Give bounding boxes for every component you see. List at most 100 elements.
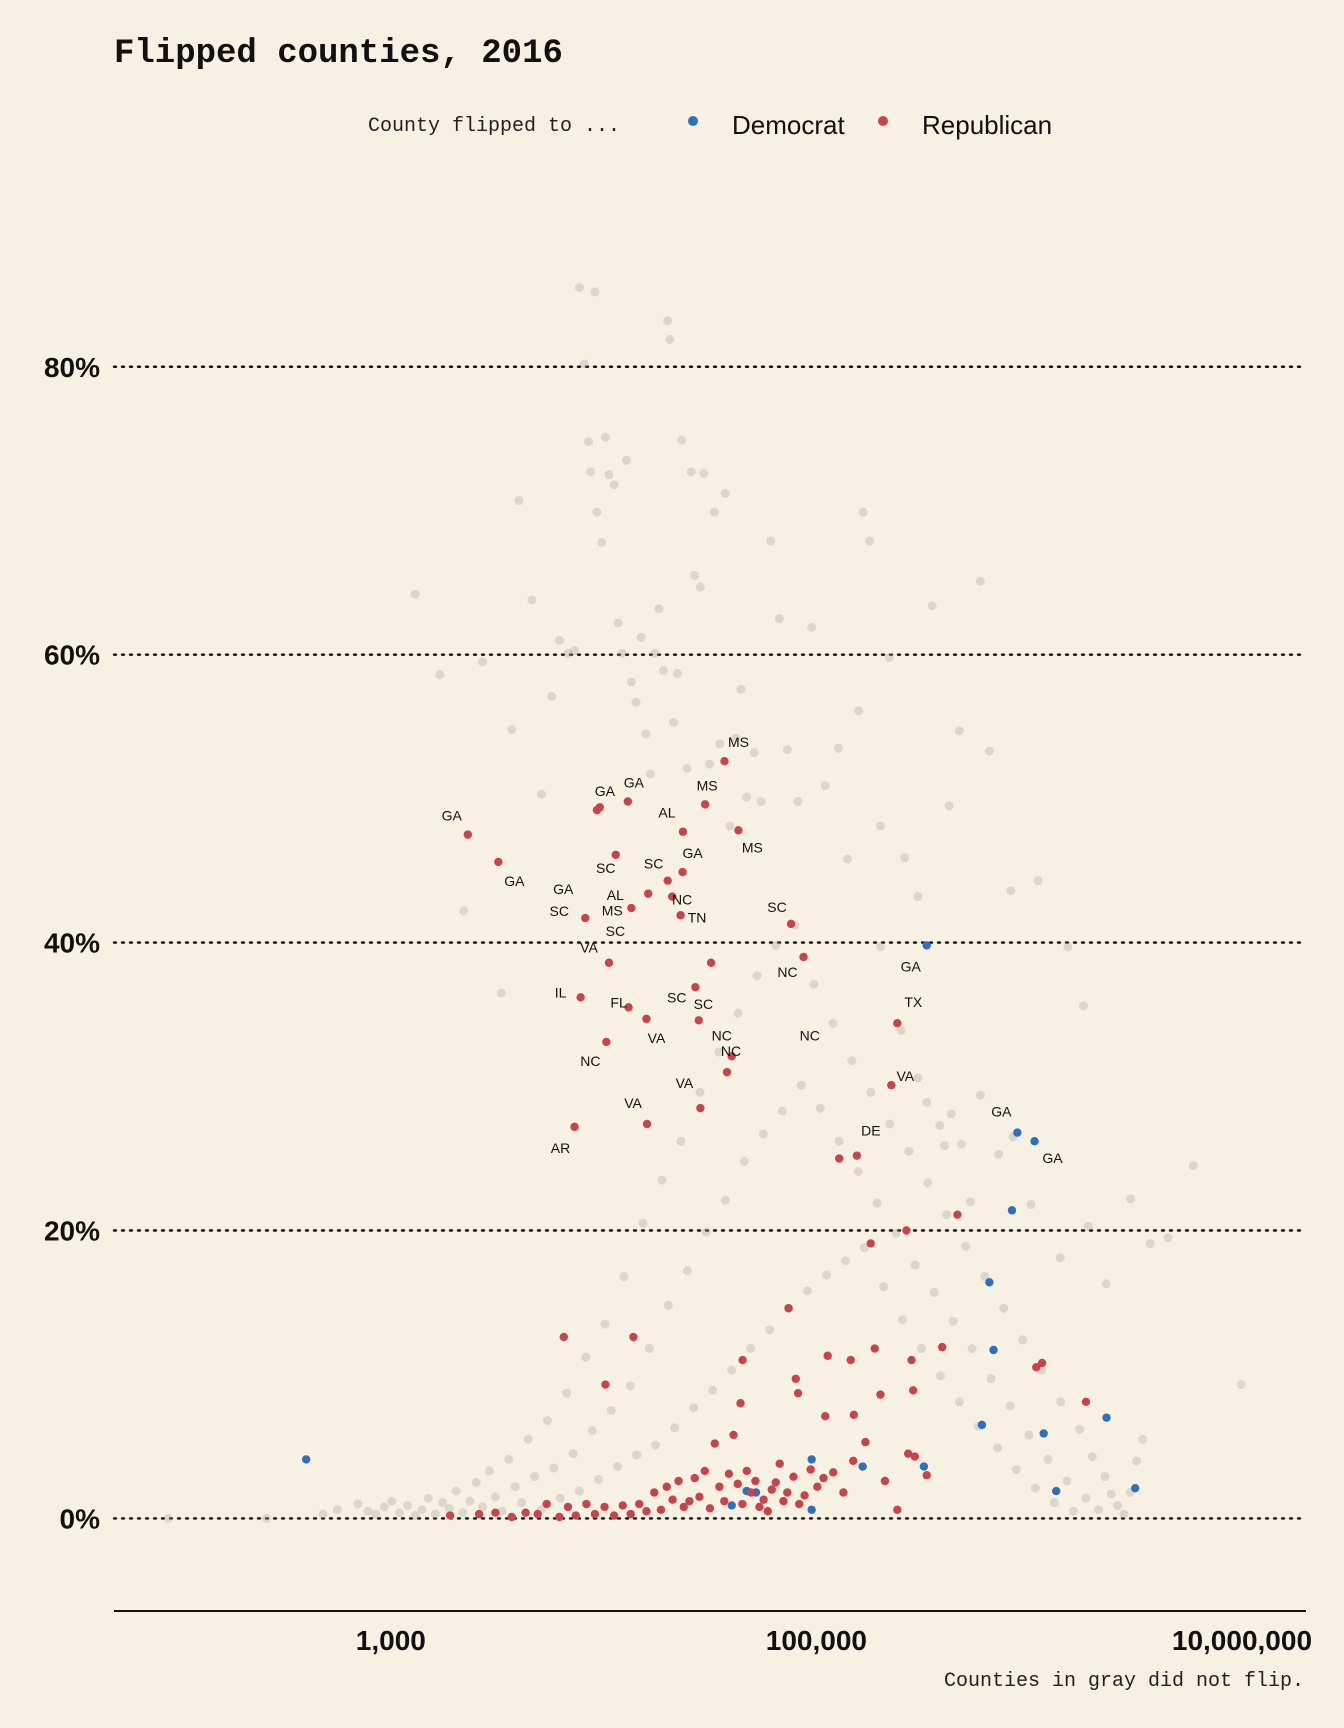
caption: Counties in gray did not flip. (944, 1670, 1304, 1693)
series-flipped (301, 756, 1140, 1522)
point-democrat (807, 1505, 816, 1514)
point-did-not-flip (387, 1496, 397, 1506)
point-republican (880, 1476, 890, 1486)
point-did-not-flip (371, 1509, 381, 1519)
point-did-not-flip (954, 726, 964, 736)
point-did-not-flip (956, 1139, 966, 1149)
point-did-not-flip (858, 507, 868, 517)
point-did-not-flip (720, 488, 730, 498)
x-tick-label: 1,000 (356, 1625, 426, 1656)
point-did-not-flip (1138, 1434, 1148, 1444)
point-did-not-flip (530, 1472, 540, 1482)
point-did-not-flip (904, 1146, 914, 1156)
point-label: NC (777, 964, 797, 980)
point-republican (733, 1479, 742, 1489)
point-democrat (985, 1278, 994, 1287)
point-did-not-flip (514, 496, 524, 506)
point-label: GA (442, 808, 463, 824)
point-republican (738, 1499, 747, 1509)
point-republican (722, 1067, 732, 1077)
point-did-not-flip (549, 1463, 559, 1473)
point-republican (794, 1499, 804, 1509)
point-did-not-flip (954, 1397, 964, 1407)
point-did-not-flip (579, 359, 589, 369)
point-republican (861, 1437, 870, 1447)
legend: County flipped to ... Democrat Republica… (368, 110, 1052, 140)
point-label: FL (610, 994, 627, 1010)
point-republican (690, 1473, 699, 1483)
point-did-not-flip (690, 570, 700, 580)
point-did-not-flip (875, 942, 885, 952)
y-tick-label: 40% (44, 928, 100, 959)
point-did-not-flip (645, 769, 655, 779)
point-republican (849, 1410, 859, 1419)
point-republican (799, 952, 808, 962)
point-did-not-flip (395, 1508, 405, 1518)
point-did-not-flip (490, 1492, 500, 1502)
point-label: MS (728, 734, 749, 750)
point-label: NC (672, 892, 692, 908)
point-did-not-flip (739, 1156, 749, 1166)
point-did-not-flip (752, 971, 762, 981)
point-label: GA (682, 845, 703, 861)
point-did-not-flip (705, 759, 715, 769)
point-did-not-flip (332, 1505, 342, 1515)
point-did-not-flip (720, 1195, 730, 1205)
point-label: SC (596, 860, 615, 876)
point-republican (1081, 1397, 1091, 1407)
point-republican (604, 958, 614, 967)
point-did-not-flip (682, 1266, 692, 1276)
point-republican (1032, 1363, 1041, 1372)
point-did-not-flip (261, 1513, 271, 1523)
point-republican (1037, 1358, 1047, 1368)
point-did-not-flip (379, 1502, 389, 1512)
point-did-not-flip (910, 1260, 920, 1270)
point-republican (742, 1466, 752, 1476)
point-did-not-flip (927, 601, 937, 611)
point-did-not-flip (613, 1462, 623, 1472)
point-label: NC (721, 1043, 741, 1059)
point-republican (829, 1468, 838, 1477)
point-did-not-flip (554, 635, 564, 645)
point-did-not-flip (1063, 942, 1073, 952)
point-republican (806, 1465, 815, 1474)
point-did-not-flip (621, 455, 631, 465)
point-did-not-flip (496, 988, 506, 998)
point-republican (595, 803, 605, 812)
point-did-not-flip (597, 537, 607, 547)
point-republican (755, 1502, 764, 1512)
point-label: GA (1042, 1150, 1063, 1166)
point-republican (783, 1488, 792, 1497)
point-did-not-flip (699, 468, 709, 478)
point-did-not-flip (725, 821, 735, 831)
point-democrat (1013, 1128, 1022, 1137)
point-republican (611, 850, 620, 859)
point-republican (667, 892, 677, 901)
point-republican (626, 1509, 635, 1519)
point-did-not-flip (822, 1270, 832, 1280)
point-republican (685, 1496, 694, 1506)
point-did-not-flip (644, 1344, 654, 1354)
point-republican (678, 867, 687, 877)
point-did-not-flip (847, 1056, 857, 1066)
point-republican (676, 911, 685, 920)
series-did-not-flip (163, 283, 1246, 1523)
point-did-not-flip (1083, 1221, 1093, 1231)
point-did-not-flip (961, 1241, 971, 1251)
point-did-not-flip (1062, 1476, 1072, 1486)
point-did-not-flip (820, 781, 830, 791)
point-did-not-flip (896, 1025, 906, 1035)
point-did-not-flip (562, 1388, 572, 1398)
point-did-not-flip (574, 283, 584, 293)
point-republican (729, 1430, 738, 1440)
point-did-not-flip (966, 1197, 976, 1207)
point-label: DE (861, 1123, 880, 1139)
point-did-not-flip (1078, 1001, 1088, 1011)
point-label: TX (904, 994, 923, 1010)
point-did-not-flip (756, 797, 766, 807)
point-did-not-flip (765, 1325, 775, 1335)
point-did-not-flip (163, 1513, 173, 1523)
point-republican (643, 889, 653, 898)
point-did-not-flip (663, 1300, 673, 1310)
point-republican (823, 1351, 832, 1360)
